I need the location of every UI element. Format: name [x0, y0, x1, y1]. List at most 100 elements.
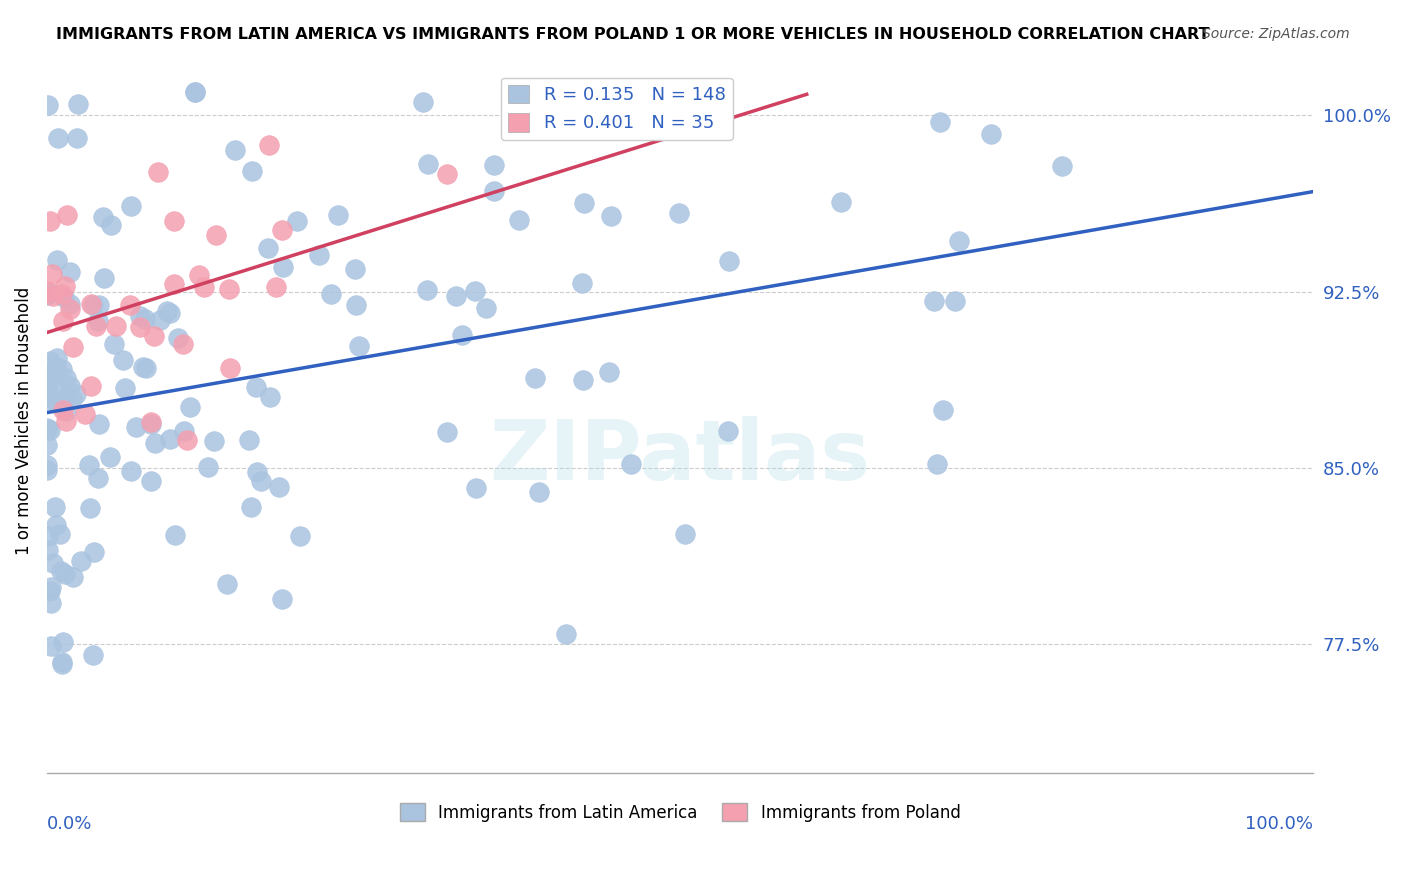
- Point: [89, 417, 111, 432]
- Point: [139, 475, 162, 489]
- Point: [51, 657, 73, 671]
- Point: [52, 635, 75, 649]
- Point: [89, 298, 111, 312]
- Point: [59, 265, 82, 279]
- Point: [52, 403, 75, 417]
- Point: [574, 196, 596, 211]
- Point: [167, 331, 190, 345]
- Point: [464, 284, 486, 298]
- Point: [79, 501, 101, 516]
- Point: [344, 298, 367, 312]
- Point: [38, 423, 60, 437]
- Point: [142, 328, 165, 343]
- Point: [197, 460, 219, 475]
- Point: [146, 164, 169, 178]
- Point: [620, 457, 643, 471]
- Point: [44, 366, 66, 380]
- Point: [412, 95, 434, 110]
- Point: [308, 248, 330, 262]
- Point: [39, 639, 62, 653]
- Point: [202, 434, 225, 449]
- Point: [59, 379, 82, 393]
- Point: [39, 286, 62, 301]
- Point: [111, 353, 134, 368]
- Point: [51, 655, 73, 669]
- Point: [37, 98, 59, 112]
- Point: [464, 481, 486, 495]
- Point: [932, 403, 955, 417]
- Point: [484, 158, 506, 172]
- Point: [135, 361, 157, 376]
- Point: [319, 287, 342, 301]
- Point: [56, 208, 79, 222]
- Point: [598, 365, 620, 379]
- Point: [830, 195, 852, 210]
- Point: [554, 627, 576, 641]
- Point: [53, 290, 76, 304]
- Point: [523, 371, 546, 385]
- Point: [436, 167, 458, 181]
- Point: [224, 143, 246, 157]
- Point: [529, 484, 551, 499]
- Point: [416, 156, 439, 170]
- Point: [41, 392, 63, 406]
- Point: [86, 319, 108, 334]
- Point: [240, 163, 263, 178]
- Point: [159, 432, 181, 446]
- Point: [125, 419, 148, 434]
- Point: [928, 115, 950, 129]
- Point: [55, 404, 77, 418]
- Point: [288, 529, 311, 543]
- Point: [239, 500, 262, 515]
- Point: [49, 564, 72, 578]
- Point: [668, 206, 690, 220]
- Point: [482, 184, 505, 198]
- Point: [162, 277, 184, 291]
- Point: [39, 584, 62, 599]
- Point: [156, 304, 179, 318]
- Point: [98, 450, 121, 465]
- Point: [179, 400, 201, 414]
- Text: IMMIGRANTS FROM LATIN AMERICA VS IMMIGRANTS FROM POLAND 1 OR MORE VEHICLES IN HO: IMMIGRANTS FROM LATIN AMERICA VS IMMIGRA…: [56, 27, 1209, 42]
- Point: [173, 424, 195, 438]
- Point: [37, 543, 59, 558]
- Point: [172, 337, 194, 351]
- Point: [285, 214, 308, 228]
- Point: [39, 580, 62, 594]
- Point: [82, 298, 104, 312]
- Point: [717, 254, 740, 268]
- Point: [59, 301, 82, 316]
- Point: [51, 396, 73, 410]
- Point: [451, 328, 474, 343]
- Point: [66, 131, 89, 145]
- Point: [943, 294, 966, 309]
- Point: [38, 395, 60, 409]
- Point: [159, 306, 181, 320]
- Point: [100, 218, 122, 232]
- Point: [416, 284, 439, 298]
- Point: [55, 371, 77, 385]
- Point: [508, 213, 530, 227]
- Point: [165, 528, 187, 542]
- Point: [129, 310, 152, 324]
- Point: [245, 380, 267, 394]
- Point: [48, 131, 70, 145]
- Y-axis label: 1 or more Vehicles in Household: 1 or more Vehicles in Household: [15, 286, 32, 555]
- Point: [717, 424, 740, 438]
- Point: [46, 351, 69, 365]
- Legend: Immigrants from Latin America, Immigrants from Poland: Immigrants from Latin America, Immigrant…: [392, 797, 967, 829]
- Point: [257, 241, 280, 255]
- Point: [35, 424, 58, 438]
- Point: [55, 413, 77, 427]
- Point: [475, 301, 498, 315]
- Point: [53, 279, 76, 293]
- Point: [37, 529, 59, 543]
- Point: [271, 223, 294, 237]
- Point: [436, 425, 458, 439]
- Point: [87, 313, 110, 327]
- Point: [93, 210, 115, 224]
- Point: [65, 387, 87, 401]
- Point: [141, 415, 163, 429]
- Point: [86, 471, 108, 485]
- Point: [246, 465, 269, 479]
